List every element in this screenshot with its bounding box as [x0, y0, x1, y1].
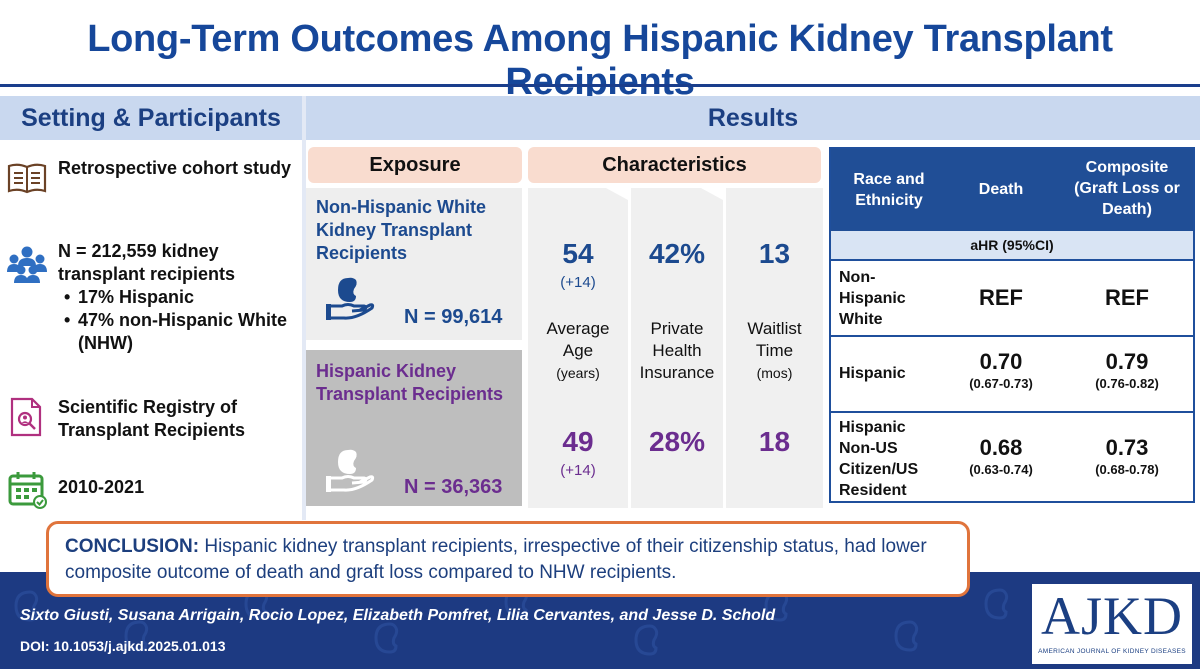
waitlist-hispanic-value: 18	[758, 426, 791, 457]
table-row: Hispanic Non-US Citizen/US Resident 0.68…	[831, 411, 1193, 501]
conclusion-box: CONCLUSION: Hispanic kidney transplant r…	[46, 521, 970, 597]
death-ci: (0.67-0.73)	[969, 376, 1033, 391]
age-nhw-value: 54	[562, 238, 594, 269]
kidney-hand-icon	[326, 449, 375, 492]
waitlist-unit: (mos)	[756, 365, 793, 381]
column-divider	[302, 96, 306, 520]
exposure-header: Exposure	[308, 147, 522, 183]
page-title: Long-Term Outcomes Among Hispanic Kidney…	[87, 18, 1113, 103]
age-label-1: Average	[546, 319, 610, 338]
composite-hr: 0.79	[1105, 349, 1149, 374]
participants-count: N = 212,559 kidney transplant recipients	[58, 241, 236, 284]
age-unit: (years)	[556, 365, 600, 381]
composite-value: 0.73 (0.68-0.78)	[1071, 435, 1183, 479]
exposure-hispanic-count: N = 36,363	[404, 476, 503, 498]
title-divider	[0, 84, 1200, 87]
authors: Sixto Giusti, Susana Arrigain, Rocio Lop…	[20, 607, 776, 624]
characteristics-header: Characteristics	[528, 147, 821, 183]
ajkd-logo: AJKD AMERICAN JOURNAL OF KIDNEY DISEASES	[1032, 584, 1192, 664]
table-row: Non-Hispanic White REF REF	[831, 259, 1193, 335]
age-nhw-sd: (+14)	[560, 274, 596, 291]
death-value: 0.70 (0.67-0.73)	[949, 349, 1053, 393]
people-icon	[7, 246, 47, 283]
book-icon	[7, 163, 47, 194]
kidney-hand-icon	[326, 277, 375, 320]
composite-ci: (0.76-0.82)	[1095, 376, 1159, 391]
doi: DOI: 10.1053/j.ajkd.2025.01.013	[20, 638, 226, 654]
age-label-2: Age	[562, 341, 594, 360]
death-hr: 0.68	[979, 435, 1023, 460]
logo-subtitle: AMERICAN JOURNAL OF KIDNEY DISEASES	[1038, 648, 1186, 655]
exposure-nhw-label: Non-Hispanic White Kidney Transplant Rec…	[316, 197, 486, 263]
waitlist-label-1: Waitlist	[747, 319, 802, 338]
setting-participants-text: N = 212,559 kidney transplant recipients…	[58, 240, 298, 355]
conclusion-text: Hispanic kidney transplant recipients, i…	[65, 536, 927, 583]
col-composite: Composite (Graft Loss or Death)	[1074, 159, 1180, 218]
breakdown-nhw: 47% non-Hispanic White (NHW)	[58, 309, 298, 355]
composite-hr: REF	[1105, 285, 1149, 310]
age-hispanic-value: 49	[562, 426, 594, 457]
composite-value: REF	[1071, 285, 1183, 311]
death-hr: 0.70	[979, 349, 1023, 374]
row-label: Hispanic	[839, 365, 906, 382]
characteristic-age: 54 (+14) Average Age (years) 49 (+14)	[528, 188, 628, 508]
setting-registry-text: Scientific Registry of Transplant Recipi…	[58, 397, 246, 440]
col-race: Race and Ethnicity	[853, 171, 925, 209]
exposure-hispanic: Hispanic Kidney Transplant Recipients N …	[306, 350, 522, 506]
death-ci: (0.63-0.74)	[969, 462, 1033, 477]
setting-years-text: 2010-2021	[58, 477, 145, 497]
exposure-hispanic-label: Hispanic Kidney Transplant Recipients	[316, 361, 504, 404]
col-death: Death	[978, 181, 1024, 198]
composite-ci: (0.68-0.78)	[1095, 462, 1159, 477]
composite-value: 0.79 (0.76-0.82)	[1071, 349, 1183, 393]
death-value: REF	[949, 285, 1053, 311]
row-label: Hispanic Non-US Citizen/US Resident	[839, 419, 919, 499]
characteristic-waitlist: 13 Waitlist Time (mos) 18	[726, 188, 823, 508]
registry-document-icon	[10, 397, 42, 437]
exposure-nhw: Non-Hispanic White Kidney Transplant Rec…	[306, 188, 522, 340]
calendar-icon	[8, 472, 47, 509]
table-row: Hispanic 0.70 (0.67-0.73) 0.79 (0.76-0.8…	[831, 335, 1193, 411]
insurance-hispanic-value: 28%	[648, 426, 706, 457]
results-table: Race and Ethnicity Death Composite (Graf…	[829, 147, 1195, 503]
characteristic-insurance: 42% Private Health Insurance 28%	[631, 188, 723, 508]
insurance-nhw-value: 42%	[648, 238, 706, 269]
table-subheader: aHR (95%CI)	[831, 231, 1193, 259]
insurance-label-3: Insurance	[639, 363, 715, 382]
death-hr: REF	[979, 285, 1023, 310]
composite-hr: 0.73	[1105, 435, 1149, 460]
logo-text: AJKD	[1040, 586, 1183, 646]
breakdown-hispanic: 17% Hispanic	[58, 286, 298, 309]
death-value: 0.68 (0.63-0.74)	[949, 435, 1053, 479]
conclusion-label: CONCLUSION:	[65, 536, 200, 557]
table-header: Race and Ethnicity Death Composite (Graf…	[831, 149, 1193, 231]
results-header: Results	[306, 96, 1200, 140]
row-label: Non-Hispanic White	[839, 269, 906, 328]
insurance-label-2: Health	[652, 341, 702, 360]
setting-design-text: Retrospective cohort study	[58, 158, 292, 178]
setting-header: Setting & Participants	[0, 96, 302, 140]
participant-breakdown: 17% Hispanic 47% non-Hispanic White (NHW…	[58, 286, 298, 355]
waitlist-nhw-value: 13	[758, 238, 791, 269]
age-hispanic-sd: (+14)	[560, 462, 596, 479]
exposure-nhw-count: N = 99,614	[404, 306, 503, 328]
insurance-label-1: Private	[650, 319, 704, 338]
waitlist-label-2: Time	[755, 341, 794, 360]
